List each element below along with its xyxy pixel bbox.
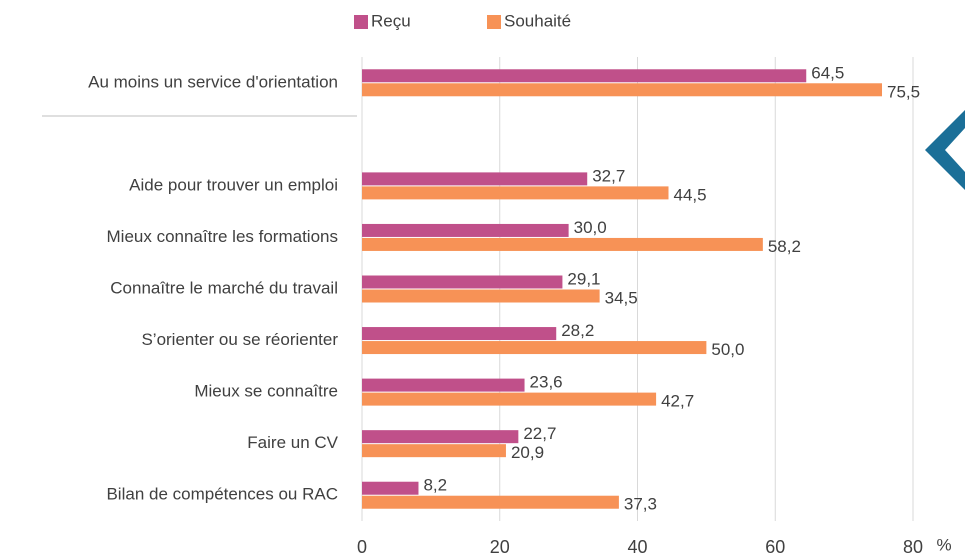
bar (362, 392, 657, 406)
bar (362, 83, 883, 97)
x-tick-label: 0 (357, 537, 367, 557)
bar (362, 430, 519, 444)
bar (362, 481, 419, 495)
value-label: 20,9 (511, 443, 544, 462)
category-label: Connaître le marché du travail (110, 278, 338, 297)
value-label: 8,2 (423, 476, 447, 495)
category-label: Mieux se connaître (194, 382, 338, 401)
bar (362, 378, 525, 392)
x-axis-unit: % (936, 535, 951, 554)
legend-label: Souhaité (504, 11, 571, 30)
bar (362, 172, 588, 186)
bar (362, 69, 807, 83)
value-label: 32,7 (592, 166, 625, 185)
legend-swatch (487, 15, 501, 29)
value-label: 44,5 (673, 185, 706, 204)
bar (362, 186, 669, 200)
value-label: 75,5 (887, 82, 920, 101)
bar (362, 327, 557, 341)
bar (362, 223, 569, 237)
bar (362, 237, 763, 251)
value-label: 58,2 (768, 237, 801, 256)
bar (362, 275, 563, 289)
value-label: 23,6 (530, 373, 563, 392)
category-label: Bilan de compétences ou RAC (106, 485, 338, 504)
x-tick-label: 40 (627, 537, 647, 557)
x-tick-label: 60 (765, 537, 785, 557)
category-label: Faire un CV (247, 433, 338, 452)
category-label: Aide pour trouver un emploi (129, 175, 338, 194)
value-label: 50,0 (711, 340, 744, 359)
x-tick-label: 80 (903, 537, 923, 557)
bar (362, 495, 619, 509)
legend-swatch (354, 15, 368, 29)
bar (362, 444, 506, 458)
value-label: 30,0 (574, 218, 607, 237)
value-label: 42,7 (661, 392, 694, 411)
value-label: 34,5 (605, 288, 638, 307)
decoration-chevron (925, 110, 965, 190)
value-label: 37,3 (624, 495, 657, 514)
value-label: 29,1 (567, 269, 600, 288)
bar (362, 341, 707, 355)
value-label: 64,5 (811, 63, 844, 82)
category-label: S’orienter ou se réorienter (141, 330, 338, 349)
bar (362, 289, 600, 303)
value-label: 28,2 (561, 321, 594, 340)
x-tick-label: 20 (490, 537, 510, 557)
category-label: Au moins un service d'orientation (88, 72, 338, 91)
legend-label: Reçu (371, 11, 411, 30)
value-label: 22,7 (523, 424, 556, 443)
category-label: Mieux connaître les formations (107, 227, 339, 246)
